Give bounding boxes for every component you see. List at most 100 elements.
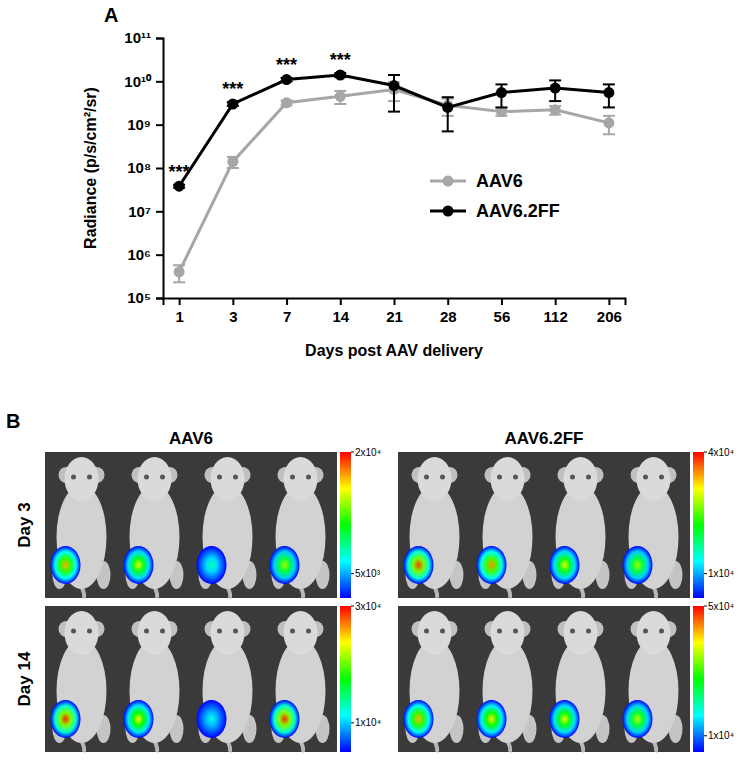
luminescence-signal — [550, 700, 580, 738]
legend-label: AAV6.2FF — [476, 201, 560, 221]
y-tick-mark — [156, 81, 163, 83]
y-tick-label: 10⁵ — [127, 289, 151, 306]
x-tick-mark — [286, 298, 288, 305]
x-tick-label: 3 — [229, 308, 237, 325]
series-line — [179, 89, 609, 271]
image-background — [398, 452, 690, 598]
series — [173, 82, 615, 282]
x-tick: 3 — [229, 298, 237, 325]
mouse-head — [564, 457, 598, 501]
mouse-eye — [233, 475, 238, 480]
image-panel: 2x10⁴5x10³ — [45, 447, 381, 599]
mouse-head — [138, 611, 172, 655]
mouse-eye — [586, 475, 591, 480]
colorbar-tick-label: 1x10⁴ — [708, 730, 734, 741]
image-background — [45, 606, 337, 752]
image-background — [398, 606, 690, 752]
mouse-head — [637, 457, 671, 501]
x-tick-label: 14 — [332, 308, 349, 325]
luminescence-signal — [623, 546, 653, 584]
plot-area — [173, 70, 615, 283]
x-tick-label: 1 — [175, 308, 183, 325]
colorbar-tick-label: 2x10⁴ — [355, 447, 381, 458]
colorbar-tick — [351, 452, 354, 453]
colorbar — [693, 606, 704, 752]
colorbar-tick — [704, 606, 707, 607]
mouse-head — [491, 611, 525, 655]
x-tick-mark — [501, 298, 503, 305]
error-bar-cap — [334, 103, 346, 105]
panel-label: A — [104, 4, 118, 26]
error-bar-cap — [549, 79, 561, 81]
y-tick-mark — [156, 298, 163, 300]
mouse-eye — [570, 475, 575, 480]
y-tick-mark — [156, 168, 163, 170]
mouse-eye — [217, 475, 222, 480]
y-tick: 10⁵ — [127, 289, 163, 306]
error-bar-cap — [495, 83, 507, 85]
image-panel: 3x10⁴1x10⁴ — [45, 601, 381, 753]
mouse-eye — [306, 475, 311, 480]
luminescence-signal — [124, 700, 154, 738]
y-tick-label: 10⁸ — [127, 159, 151, 176]
panel-a: A10⁵10⁶10⁷10⁸10⁹10¹⁰10¹¹1371421285611220… — [82, 4, 626, 359]
x-tick-mark — [555, 298, 557, 305]
x-tick-label: 112 — [544, 308, 568, 325]
mouse-eye — [659, 475, 664, 480]
x-tick: 1 — [175, 298, 183, 325]
luminescence-signal — [270, 700, 300, 738]
x-tick-label: 21 — [386, 308, 403, 325]
error-bar-cap — [173, 281, 185, 283]
colorbar-tick-label: 5x10⁴ — [708, 601, 734, 612]
mouse-eye — [440, 629, 445, 634]
row-title: Day 3 — [15, 502, 34, 547]
mouse-eye — [160, 475, 165, 480]
y-tick-mark — [156, 211, 163, 213]
mouse-eye — [513, 629, 518, 634]
error-bar — [173, 265, 185, 282]
x-tick: 112 — [544, 298, 568, 325]
colorbar-tick-label: 3x10⁴ — [355, 601, 381, 612]
annotation: *** — [169, 162, 190, 182]
mouse-eye — [290, 475, 295, 480]
colorbar-tick — [704, 452, 707, 453]
figure: A10⁵10⁶10⁷10⁸10⁹10¹⁰10¹¹1371421285611220… — [0, 0, 741, 766]
error-bar-cap — [603, 106, 615, 108]
luminescence-signal — [270, 546, 300, 584]
legend-marker — [443, 176, 454, 187]
mouse-head — [284, 457, 318, 501]
y-tick: 10⁷ — [128, 203, 163, 220]
error-bar — [227, 157, 239, 168]
luminescence-signal — [51, 546, 81, 584]
panel-b: BAAV6AAV6.2FFDay 3Day 142x10⁴5x10³4x10⁴1… — [6, 410, 734, 752]
y-tick-label: 10¹¹ — [124, 29, 151, 46]
column-title: AAV6.2FF — [504, 429, 583, 448]
data-point — [496, 87, 507, 98]
x-tick: 56 — [494, 298, 511, 325]
legend-entry: AAV6.2FF — [430, 201, 560, 221]
luminescence-signal — [197, 546, 227, 584]
x-tick: 206 — [597, 298, 622, 325]
colorbar-tick — [351, 573, 354, 574]
error-bar-cap — [549, 100, 561, 102]
y-tick-label: 10⁷ — [128, 203, 151, 220]
error-bar — [388, 75, 400, 112]
error-bar-cap — [388, 74, 400, 76]
y-tick: 10⁶ — [127, 246, 163, 263]
luminescence-signal — [404, 700, 434, 738]
mouse-eye — [160, 629, 165, 634]
error-bar-cap — [603, 133, 615, 135]
mouse-eye — [424, 629, 429, 634]
x-tick: 14 — [332, 298, 349, 325]
x-tick: 28 — [440, 298, 457, 325]
data-point — [389, 80, 400, 91]
mouse-eye — [440, 475, 445, 480]
data-point — [496, 106, 507, 117]
x-tick-label: 7 — [283, 308, 291, 325]
mouse-eye — [87, 475, 92, 480]
panel-label: B — [6, 410, 20, 432]
mouse-head — [65, 457, 99, 501]
data-point — [335, 70, 346, 81]
mouse-eye — [290, 629, 295, 634]
colorbar-tick-label: 1x10⁴ — [708, 568, 734, 579]
